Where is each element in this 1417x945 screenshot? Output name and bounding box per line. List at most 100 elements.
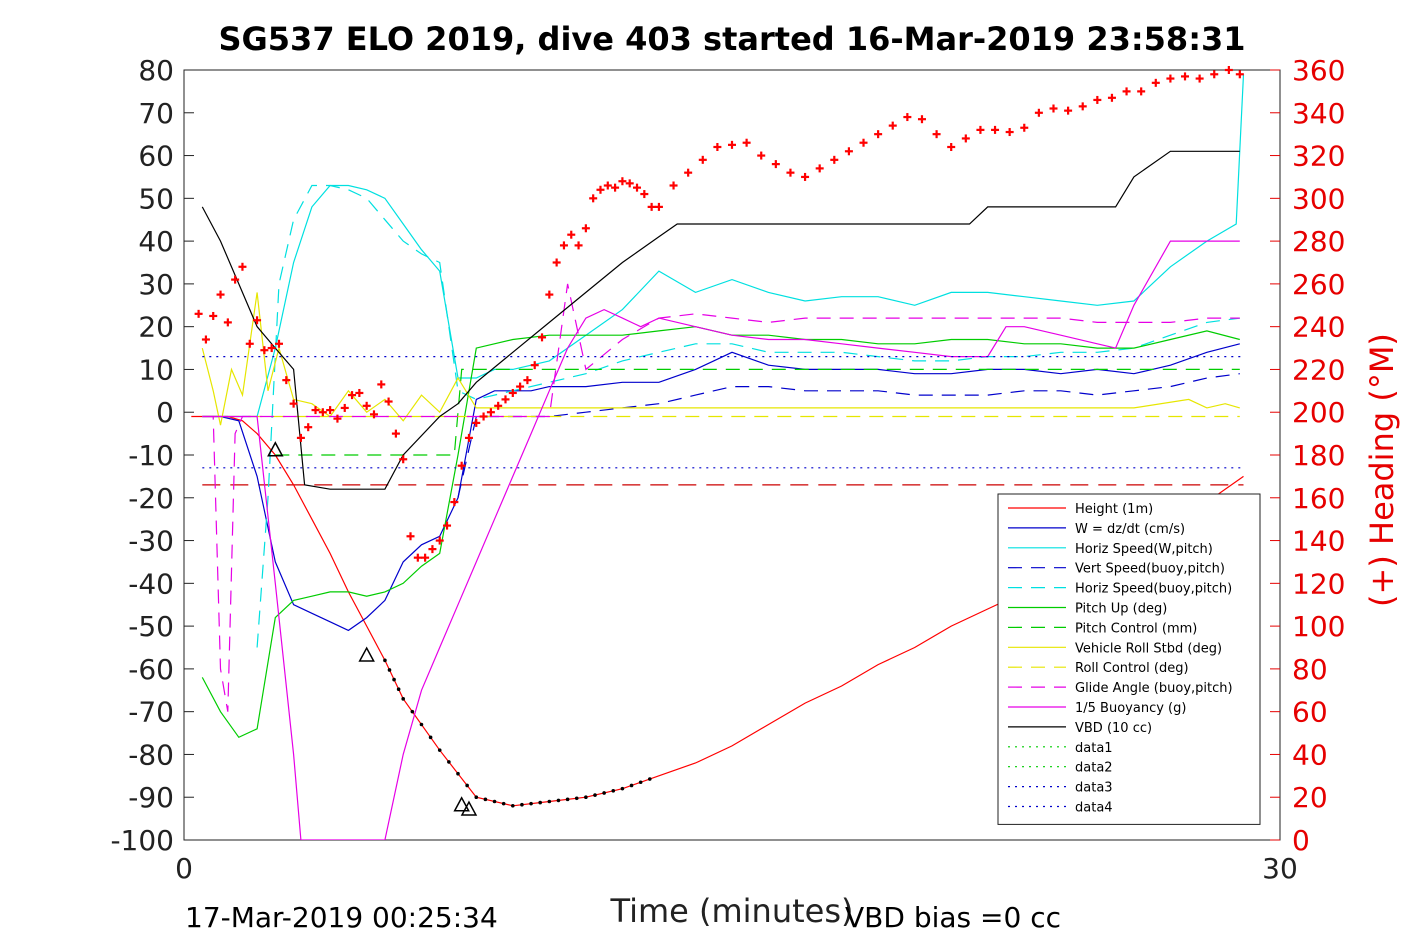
y-tick-label: 50 — [138, 182, 174, 215]
x-tick-label: 30 — [1262, 852, 1298, 885]
y-tick-label: -20 — [128, 482, 174, 515]
heading-point — [574, 241, 583, 250]
heading-point — [991, 125, 1000, 134]
y2-tick-label: 360 — [1292, 54, 1345, 87]
heading-point — [311, 406, 320, 415]
y2-tick-label: 220 — [1292, 353, 1345, 386]
height-dot — [401, 697, 406, 701]
height-dot — [465, 783, 469, 788]
x-axis: 0 30 — [175, 852, 1298, 885]
heading-point — [413, 553, 422, 562]
heading-point — [201, 335, 210, 344]
height-dot — [565, 797, 570, 802]
heading-point — [216, 290, 225, 299]
heading-point — [859, 138, 868, 147]
legend-label: W = dz/dt (cm/s) — [1075, 522, 1185, 537]
y-tick-label: -40 — [128, 567, 174, 600]
phase-marker — [453, 796, 470, 812]
y-tick-label: 0 — [156, 396, 174, 429]
heading-point — [479, 412, 488, 421]
y-axis-right: 3603403203002802602402202001801601401201… — [1270, 54, 1345, 857]
heading-point — [1107, 93, 1116, 102]
series-line-4 — [457, 373, 1240, 498]
height-dot — [611, 789, 616, 793]
legend-label: Height (1m) — [1075, 502, 1153, 517]
y-tick-label: -30 — [128, 525, 174, 558]
heading-point — [976, 125, 985, 134]
height-dot — [387, 668, 392, 672]
legend-label: Glide Angle (buoy,pitch) — [1075, 681, 1233, 696]
legend-label: VBD (10 cc) — [1075, 721, 1152, 736]
legend-label: data3 — [1075, 781, 1113, 796]
y2-tick-label: 180 — [1292, 439, 1345, 472]
y-tick-label: -100 — [110, 824, 174, 857]
heading-point — [443, 521, 452, 530]
heading-point — [530, 361, 539, 370]
y-tick-label: -90 — [128, 781, 174, 814]
heading-point — [874, 130, 883, 139]
heading-point — [340, 403, 349, 412]
heading-point — [406, 532, 415, 541]
heading-point — [1034, 108, 1043, 117]
heading-point — [844, 147, 853, 156]
heading-point — [209, 311, 218, 320]
y-tick-label: 20 — [138, 311, 174, 344]
heading-point — [274, 339, 283, 348]
height-dot — [456, 771, 460, 776]
height-dot — [547, 799, 552, 804]
x-tick-label: 0 — [175, 852, 193, 885]
y-tick-label: 30 — [138, 268, 174, 301]
heading-point — [611, 183, 620, 192]
y2-tick-label: 340 — [1292, 97, 1345, 130]
height-dot — [529, 801, 533, 806]
y2-tick-label: 320 — [1292, 140, 1345, 173]
series-line-8 — [201, 292, 1240, 426]
heading-point — [1224, 66, 1233, 74]
height-dot — [392, 677, 396, 682]
heading-point — [457, 461, 466, 470]
heading-point — [289, 399, 298, 408]
heading-point — [567, 230, 576, 239]
heading-point — [333, 414, 342, 423]
height-dot — [383, 658, 387, 663]
heading-point — [684, 168, 693, 177]
heading-point — [640, 190, 649, 199]
heading-point — [1137, 87, 1146, 96]
heading-point — [1151, 78, 1160, 87]
heading-point — [559, 241, 568, 250]
y2-axis-label: (+) Heading (°M) — [1363, 333, 1401, 607]
heading-point — [771, 160, 780, 169]
y2-tick-label: 300 — [1292, 182, 1345, 215]
height-dot — [447, 760, 451, 764]
y2-tick-label: 80 — [1292, 653, 1328, 686]
heading-point — [326, 406, 335, 415]
heading-point — [647, 202, 656, 211]
height-dot — [638, 780, 643, 785]
height-dot — [396, 687, 401, 692]
heading-markers — [194, 66, 1244, 562]
footer-timestamp: 17-Mar-2019 00:25:34 — [185, 901, 498, 934]
y-tick-label: -80 — [128, 738, 174, 771]
legend-label: Horiz Speed(buoy,pitch) — [1075, 582, 1232, 597]
heading-point — [1078, 102, 1087, 111]
heading-point — [961, 134, 970, 143]
height-dot — [648, 777, 652, 781]
y2-tick-label: 260 — [1292, 268, 1345, 301]
heading-point — [888, 121, 897, 130]
height-dot — [538, 800, 542, 805]
height-dot — [584, 795, 588, 800]
heading-point — [1020, 123, 1029, 132]
heading-point — [1195, 74, 1204, 83]
heading-point — [589, 194, 598, 203]
legend-label: Vert Speed(buoy,pitch) — [1075, 562, 1225, 577]
heading-point — [1235, 70, 1244, 79]
y-tick-label: 80 — [138, 54, 174, 87]
heading-point — [391, 429, 400, 438]
heading-point — [253, 316, 262, 325]
heading-point — [625, 179, 634, 188]
height-dot — [602, 791, 606, 795]
heading-point — [486, 408, 495, 417]
y2-tick-label: 160 — [1292, 482, 1345, 515]
legend-label: Pitch Control (mm) — [1075, 621, 1197, 636]
